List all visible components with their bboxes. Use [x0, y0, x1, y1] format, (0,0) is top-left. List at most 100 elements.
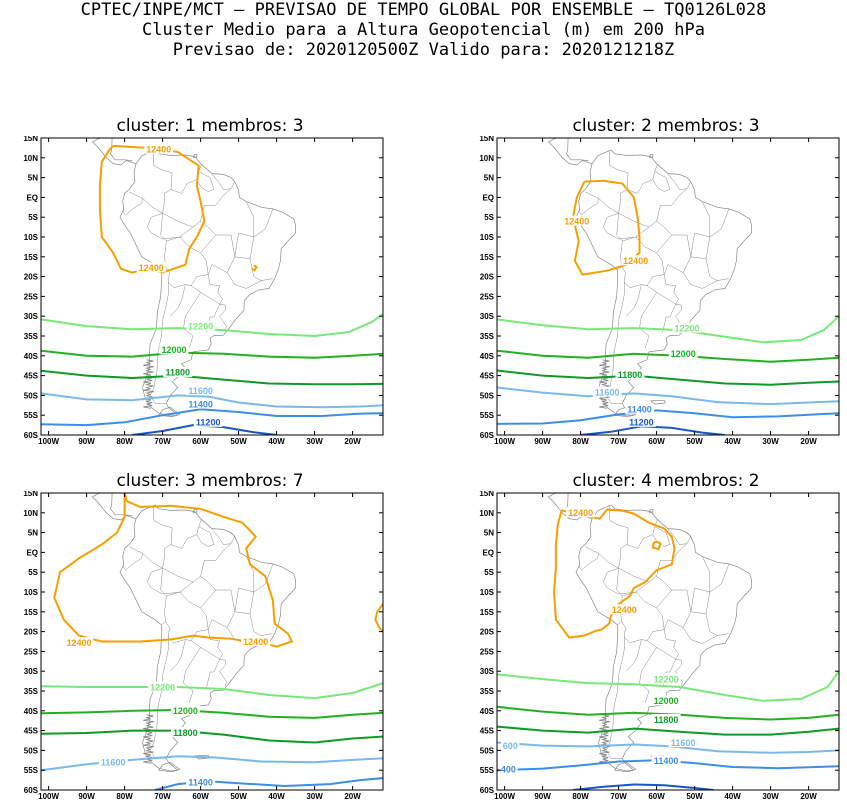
contour-label: 11600 — [188, 386, 213, 396]
country-border — [682, 272, 718, 289]
country-border — [200, 589, 236, 612]
country-border — [656, 195, 680, 222]
country-border — [621, 621, 665, 643]
contour-12400 — [552, 508, 676, 639]
country-border — [701, 201, 711, 237]
lon-label: 30W — [762, 437, 779, 446]
fjord-coast — [599, 359, 610, 409]
panel-cluster-3: cluster: 3 membros: 7 12400 12400 12200 120… — [0, 471, 420, 806]
contour-label-bg — [144, 143, 174, 154]
contour-label-bg — [163, 366, 193, 377]
panel-cluster-2: cluster: 2 membros: 3 12400 12400 12200 120… — [456, 116, 847, 451]
lat-label: 35S — [480, 687, 495, 696]
lon-label: 60W — [648, 792, 665, 801]
lon-label: 100W — [38, 792, 59, 801]
lon-label: 50W — [686, 792, 703, 801]
country-border — [142, 553, 167, 626]
lon-label: 50W — [230, 792, 247, 801]
contour-11600 — [41, 392, 383, 409]
lon-label: 60W — [648, 437, 665, 446]
lon-label: 60W — [192, 792, 209, 801]
panel-title: cluster: 2 membros: 3 — [572, 116, 760, 136]
lat-label: 60S — [24, 431, 39, 440]
island-coast — [648, 154, 654, 158]
country-border — [226, 272, 262, 289]
lat-label: 20S — [480, 628, 495, 637]
lat-label: 5S — [28, 213, 38, 222]
contour-label: 12400 — [568, 508, 593, 518]
lat-label: 30S — [24, 312, 39, 321]
contour-label-bg — [626, 416, 656, 427]
lon-label: 70W — [154, 437, 171, 446]
lat-label: 5N — [28, 529, 38, 538]
lat-label: 40S — [480, 707, 495, 716]
lon-label: 40W — [724, 792, 741, 801]
country-border — [223, 543, 232, 551]
lat-label: 55S — [24, 411, 39, 420]
country-border — [646, 639, 679, 660]
country-border — [206, 304, 220, 333]
lat-label: 50S — [480, 746, 495, 755]
lat-label: 20S — [24, 628, 39, 637]
country-border — [667, 528, 692, 545]
contour-12400 — [98, 144, 206, 274]
lat-label: EQ — [482, 548, 494, 557]
contour-label-bg — [193, 416, 223, 427]
header-line-3: Previsao de: 2020120500Z Valido para: 20… — [172, 40, 675, 60]
lon-label: 50W — [230, 437, 247, 446]
contour-11400 — [497, 409, 839, 425]
country-border — [170, 639, 186, 672]
contour-11400 — [154, 777, 383, 790]
contour-label-bg — [566, 507, 596, 518]
lon-label: 20W — [344, 792, 361, 801]
contour-label-bg — [592, 386, 622, 397]
map-panel: 12400 12400 12200 12000 11800 11600 600 11400 40… — [479, 491, 840, 801]
country-border — [207, 611, 236, 630]
lat-label: 15S — [24, 253, 39, 262]
country-border — [667, 173, 692, 190]
country-border — [663, 256, 692, 275]
contour-label: 11400 — [188, 399, 213, 409]
map-frame — [496, 137, 840, 436]
island-coast — [192, 154, 198, 158]
lat-label: 10N — [479, 154, 494, 163]
contour-label: 11200 — [196, 418, 221, 428]
south-america-coast — [575, 504, 752, 772]
country-border — [608, 150, 629, 214]
lat-label: 10S — [24, 588, 39, 597]
contour-label: 11400 — [627, 405, 652, 415]
contour-label-bg — [651, 755, 681, 766]
fjord-coast — [143, 714, 154, 764]
contour-label-bg — [615, 369, 645, 380]
island-coast — [192, 509, 198, 513]
country-border — [682, 627, 718, 644]
country-border — [183, 682, 194, 703]
contour-label: 12400 — [243, 637, 268, 647]
contour-label-bg — [186, 320, 216, 331]
lat-label: 15N — [23, 491, 38, 498]
lat-label: 15N — [479, 136, 494, 143]
country-border — [605, 637, 625, 759]
country-border — [165, 621, 209, 643]
contour-label: 12200 — [188, 321, 213, 331]
contour-label: 12000 — [173, 706, 198, 716]
island-coast — [614, 761, 637, 773]
south-america-coast — [575, 149, 752, 417]
coastline — [547, 138, 752, 418]
contour-label-bg — [501, 740, 520, 751]
contour-label: 11800 — [654, 715, 679, 725]
island-coast — [649, 399, 666, 405]
lat-label: 40S — [24, 352, 39, 361]
country-border — [639, 647, 657, 684]
coastline — [547, 493, 752, 773]
contour-lines — [497, 508, 839, 790]
contour-label: 12000 — [161, 345, 186, 355]
contour-label: 12000 — [654, 696, 679, 706]
island-coast — [158, 761, 181, 773]
lat-label: 55S — [480, 411, 495, 420]
country-border — [578, 191, 599, 216]
lat-label: 5N — [484, 529, 494, 538]
contour-label: 12400 — [66, 638, 91, 648]
contour-label-bg — [668, 348, 698, 359]
country-border — [183, 292, 201, 329]
